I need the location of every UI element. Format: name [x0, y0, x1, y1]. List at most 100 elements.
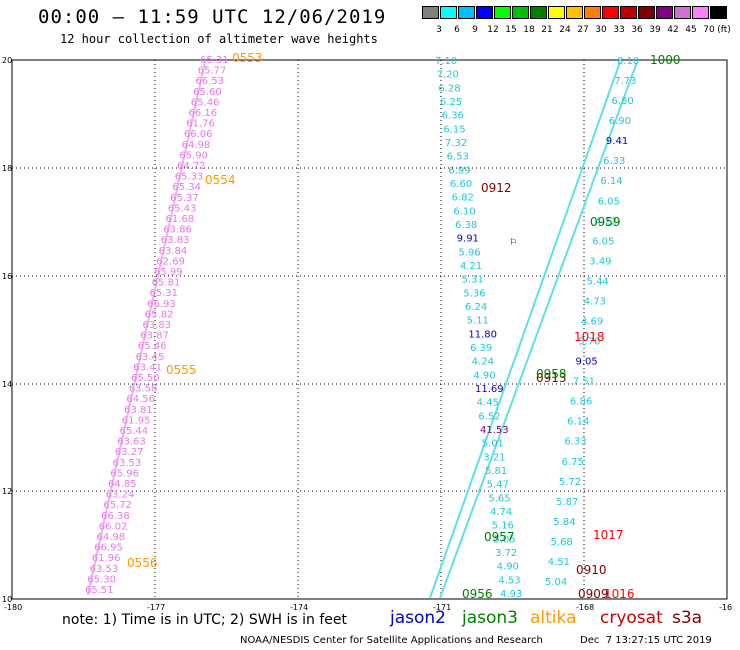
- pass-time-label: 0912: [481, 181, 512, 195]
- wave-height-value: 4.53: [498, 575, 520, 586]
- color-swatch: [692, 6, 709, 19]
- color-swatch: [494, 6, 511, 19]
- color-swatch: [638, 6, 655, 19]
- pass-time-label: 0554: [205, 173, 236, 187]
- legend-note: note: 1) Time is in UTC; 2) SWH is in fe…: [62, 612, 348, 628]
- color-scale-label: 45: [685, 25, 697, 35]
- wave-height-value: 5.72: [559, 477, 581, 488]
- wave-height-value: 8.10: [617, 56, 639, 67]
- wave-height-value: 66.95: [94, 543, 123, 554]
- wave-height-value: 4.90: [473, 370, 495, 381]
- legend-satellite-jason2: jason2: [390, 608, 446, 628]
- wave-height-value: 3.72: [495, 548, 517, 559]
- wave-height-value: 63.81: [124, 405, 153, 416]
- wave-height-value: 4.21: [460, 261, 482, 272]
- color-swatch: [440, 6, 457, 19]
- color-swatch: [620, 6, 637, 19]
- wave-height-value: 65.31: [149, 288, 178, 299]
- pass-time-label: 0913: [536, 371, 567, 385]
- wave-height-value: 5.05: [493, 534, 515, 545]
- wave-height-value: 63.53: [90, 564, 119, 575]
- wave-height-value: 65.30: [87, 574, 116, 585]
- color-scale-label: 39: [649, 25, 661, 35]
- color-swatch: [656, 6, 673, 19]
- wave-height-value: 63.45: [136, 352, 165, 363]
- lat-tick-label: 20: [2, 56, 12, 65]
- wave-height-value: 65.34: [172, 182, 201, 193]
- pass-time-label: 0909: [578, 587, 609, 601]
- wave-height-value: 63.83: [161, 235, 190, 246]
- wave-height-value: 6.24: [465, 302, 487, 313]
- lat-tick-label: 14: [2, 380, 12, 389]
- wave-height-value: 61.68: [166, 214, 195, 225]
- wave-height-value: 5.68: [551, 537, 573, 548]
- wave-height-value: 63.27: [115, 447, 144, 458]
- wave-height-value: 66.16: [189, 108, 218, 119]
- wave-height-value: 4.69: [581, 317, 603, 328]
- legend-satellite-cryosat: cryosat: [600, 608, 663, 628]
- wave-height-value: 6.36: [442, 111, 464, 122]
- wave-height-value: 6.80: [611, 96, 633, 107]
- wave-height-value: 6.14: [567, 417, 589, 428]
- pass-time-label: 0957: [484, 530, 515, 544]
- color-scale-label: 21: [541, 25, 553, 35]
- footer-credit: NOAA/NESDIS Center for Satellite Applica…: [240, 635, 543, 646]
- wave-height-value: 9.91: [457, 234, 479, 245]
- wave-height-value: 6.25: [440, 97, 462, 108]
- wave-height-value: 6.52: [478, 411, 500, 422]
- color-swatch: [458, 6, 475, 19]
- wave-height-value: 9.41: [606, 136, 628, 147]
- wave-height-value: 66.93: [147, 299, 176, 310]
- color-scale-label: 33: [613, 25, 625, 35]
- color-swatch: [476, 6, 493, 19]
- wave-height-value: 61.96: [92, 553, 121, 564]
- wave-height-value: 7.51: [573, 377, 595, 388]
- wave-height-value: 66.38: [101, 511, 130, 522]
- wave-height-value: 62.69: [156, 256, 185, 267]
- wave-height-value: 65.44: [120, 426, 149, 437]
- wave-height-value: 65.50: [131, 373, 160, 384]
- wave-height-value: 65.96: [110, 468, 139, 479]
- wave-height-value: 6.39: [470, 343, 492, 354]
- wave-height-value: 6.10: [453, 206, 475, 217]
- color-swatch: [512, 6, 529, 19]
- flag-icon: ⚐: [510, 235, 517, 248]
- pass-time-label: 1016: [604, 587, 635, 601]
- color-swatch: [422, 6, 439, 19]
- wave-height-value: 4.24: [472, 357, 494, 368]
- page-subtitle: 12 hour collection of altimeter wave hei…: [60, 32, 378, 46]
- wave-height-value: 5.36: [463, 288, 485, 299]
- wave-height-value: 41.53: [480, 425, 509, 436]
- wave-height-value: 6.90: [609, 116, 631, 127]
- color-scale-label: 27: [577, 25, 589, 35]
- wave-height-value: 63.24: [106, 490, 135, 501]
- wave-height-value: 66.02: [99, 521, 128, 532]
- wave-height-value: 7.32: [445, 138, 467, 149]
- lat-tick-label: 18: [2, 164, 12, 173]
- wave-height-value: 61.76: [186, 119, 215, 130]
- color-scale-label: 42: [667, 25, 679, 35]
- wave-height-value: 65.90: [179, 150, 208, 161]
- color-scale-label: 18: [523, 25, 535, 35]
- wave-height-value: 61.95: [122, 415, 151, 426]
- page-title: 00:00 — 11:59 UTC 12/06/2019: [38, 6, 387, 28]
- wave-height-value: 65.60: [193, 87, 222, 98]
- wave-height-value: 4.51: [548, 557, 570, 568]
- wave-height-value: 5.16: [492, 521, 514, 532]
- wave-height-value: 64.72: [177, 161, 206, 172]
- color-scale-label: 24: [559, 25, 571, 35]
- wave-height-value: 9.05: [575, 357, 597, 368]
- wave-height-value: 5.31: [462, 275, 484, 286]
- footer-generated-time: Dec 7 13:27:15 UTC 2019: [580, 635, 712, 646]
- color-swatch: [584, 6, 601, 19]
- lon-tick-label: -171: [433, 603, 451, 612]
- wave-height-value: 65.72: [103, 500, 132, 511]
- wave-height-value: 4.22: [595, 216, 617, 227]
- pass-time-label: 1000: [650, 53, 681, 67]
- wave-height-value: 63.84: [159, 246, 188, 257]
- wave-height-value: 6.15: [443, 124, 465, 135]
- wave-height-value: 6.60: [450, 179, 472, 190]
- color-scale-label: 6: [454, 25, 460, 35]
- lat-tick-label: 12: [2, 487, 12, 496]
